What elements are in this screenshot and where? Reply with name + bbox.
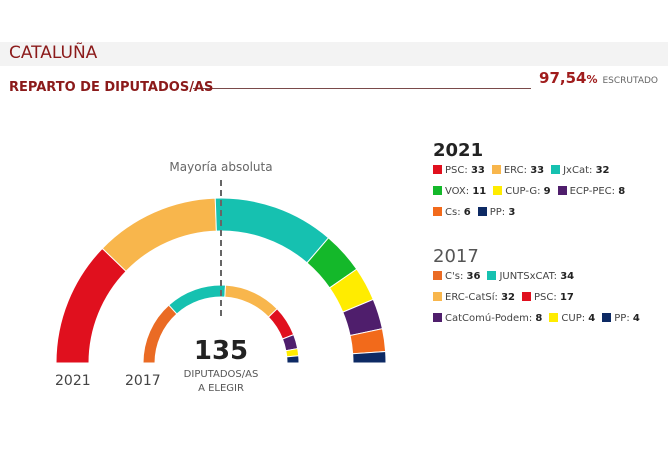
legend-party: CUP-G — [505, 186, 538, 197]
divider — [193, 88, 653, 89]
legend-swatch — [433, 186, 442, 195]
legend-seats: 8 — [618, 186, 626, 197]
legend-item: JUNTSxCAT: 34 — [487, 271, 574, 282]
legend-seats: 32 — [595, 165, 610, 176]
legend-item: PSC: 33 — [433, 165, 485, 176]
legend-item: JxCat: 32 — [551, 165, 610, 176]
legend-seats: 3 — [508, 207, 516, 218]
legend-swatch — [491, 165, 501, 174]
legend-party: JUNTSxCAT — [499, 271, 554, 282]
label-2021: 2021 — [55, 373, 91, 389]
legend-item: Cs: 6 — [433, 207, 471, 218]
legend-swatch — [551, 165, 561, 174]
legend-party: CUP — [561, 313, 582, 324]
legend-party: JxCat — [563, 165, 590, 176]
seat-segment-2021-PP — [352, 350, 387, 364]
seat-segment-2017-ERC-CatSí — [224, 284, 278, 318]
seat-segment-2017-PSC — [267, 308, 295, 340]
legend-2021: 2021 PSC: 33 ERC: 33 JxCat: 32 VOX: 11 CUP-G:… — [433, 140, 632, 228]
legend-row: VOX: 11 CUP-G: 9 ECP-PEC: 8 — [433, 186, 632, 207]
legend-party: C's — [445, 271, 460, 282]
legend-party: PP — [614, 313, 627, 324]
legend-swatch — [487, 271, 497, 280]
legend-row: Cs: 6 PP: 3 — [433, 207, 632, 228]
legend-seats: 17 — [559, 292, 574, 303]
legend-swatch — [522, 292, 532, 301]
legend-item: PSC: 17 — [522, 292, 574, 303]
section-title: REPARTO DE DIPUTADOS/AS — [9, 80, 214, 95]
legend-seats: 4 — [588, 313, 596, 324]
legend-row: C's: 36 JUNTSxCAT: 34 — [433, 271, 647, 292]
legend-swatch — [433, 207, 442, 216]
legend-item: C's: 36 — [433, 271, 480, 282]
scrutiny-unit: % — [586, 73, 598, 86]
legend-item: ERC: 33 — [491, 165, 545, 176]
legend-seats: 34 — [560, 271, 575, 282]
legend-seats: 8 — [535, 313, 543, 324]
legend-seats: 9 — [543, 186, 551, 197]
legend-party: ERC — [503, 165, 524, 176]
majority-label: Mayoría absoluta — [169, 160, 273, 174]
legend-row: ERC-CatSí: 32 PSC: 17 — [433, 292, 647, 313]
legend-item: CatComú-Podem: 8 — [433, 313, 542, 324]
legend-party: ERC-CatSí — [445, 292, 495, 303]
legend-party: VOX — [445, 186, 466, 197]
seat-segment-2017-PP — [286, 355, 300, 364]
legend-party: PSC — [445, 165, 465, 176]
legend-seats: 6 — [463, 207, 471, 218]
legend-item: PP: 4 — [602, 313, 640, 324]
legend-item: CUP-G: 9 — [493, 186, 551, 197]
caption-line-1: DIPUTADOS/AS — [183, 369, 259, 380]
legend-swatch — [602, 313, 612, 322]
seat-segment-2021-PSC — [55, 247, 127, 364]
scrutiny-value: 97,54 — [539, 69, 587, 87]
region-header: CATALUÑA — [0, 42, 668, 66]
legend-item: VOX: 11 — [433, 186, 486, 197]
legend-swatch — [433, 165, 442, 174]
legend-swatch — [557, 186, 567, 195]
legend-title: 2021 — [433, 140, 484, 161]
legend-row: CatComú-Podem: 8 CUP: 4 PP: 4 — [433, 313, 647, 334]
seat-segment-2017-C's — [142, 304, 178, 364]
legend-seats: 11 — [472, 186, 487, 197]
seat-segment-2017-JUNTSxCAT — [168, 284, 227, 315]
seat-segment-2021-JxCat — [214, 197, 330, 264]
legend-swatch — [433, 292, 442, 301]
legend-seats: 33 — [470, 165, 485, 176]
legend-item: ECP-PEC: 8 — [557, 186, 626, 197]
region-title: CATALUÑA — [9, 43, 98, 63]
legend-seats: 4 — [632, 313, 640, 324]
legend-swatch — [493, 186, 503, 195]
seat-segment-2021-ERC — [101, 197, 217, 273]
legend-swatch — [477, 207, 487, 216]
legend-seats: 36 — [466, 271, 481, 282]
legend-swatch — [433, 271, 442, 280]
total-caption: DIPUTADOS/AS A ELEGIR — [166, 368, 276, 396]
legend-item: PP: 3 — [477, 207, 516, 218]
scrutiny-readout: 97,54% ESCRUTADO — [531, 66, 660, 89]
legend-2017: 2017 C's: 36 JUNTSxCAT: 34 ERC-CatSí: 32 PSC… — [433, 246, 647, 334]
legend-swatch — [549, 313, 559, 322]
scrutiny-label: ESCRUTADO — [602, 76, 659, 86]
label-2017: 2017 — [125, 373, 161, 389]
legend-seats: 33 — [530, 165, 545, 176]
legend-item: CUP: 4 — [549, 313, 595, 324]
legend-item: ERC-CatSí: 32 — [433, 292, 515, 303]
legend-swatch — [433, 313, 442, 322]
legend-seats: 32 — [501, 292, 516, 303]
legend-row: PSC: 33 ERC: 33 JxCat: 32 — [433, 165, 632, 186]
legend-party: CatComú-Podem — [445, 313, 529, 324]
total-seats: 135 — [193, 336, 249, 366]
legend-title: 2017 — [433, 246, 479, 267]
legend-party: PP — [489, 207, 502, 218]
caption-line-2: A ELEGIR — [198, 383, 244, 394]
legend-party: Cs — [445, 207, 458, 218]
legend-party: PSC — [534, 292, 554, 303]
legend-party: ECP-PEC — [569, 186, 612, 197]
